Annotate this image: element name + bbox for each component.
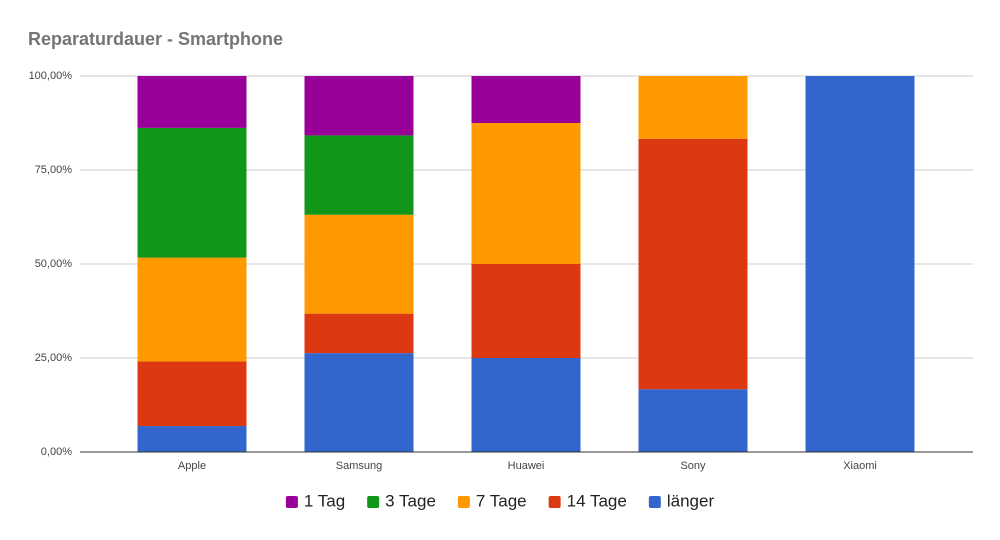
legend-swatch xyxy=(548,496,561,508)
chart-title: Reparaturdauer - Smartphone xyxy=(28,29,283,49)
bar-segment xyxy=(304,353,414,452)
legend-swatch xyxy=(457,496,470,508)
x-tick-label: Sony xyxy=(680,460,706,472)
bar-segment xyxy=(304,313,414,354)
legend-swatch xyxy=(285,496,298,508)
legend-label: länger xyxy=(667,491,715,510)
x-tick-label: Huawei xyxy=(508,460,545,472)
y-tick-label: 25,00% xyxy=(35,352,73,364)
bar-segment xyxy=(137,76,247,128)
bar-segment xyxy=(304,76,414,136)
bar-segment xyxy=(805,76,915,452)
y-tick-label: 50,00% xyxy=(35,258,73,270)
bar-segment xyxy=(137,361,247,427)
bar-segment xyxy=(304,135,414,215)
y-tick-label: 100,00% xyxy=(29,70,73,82)
bar-segment xyxy=(137,426,247,452)
legend-swatch xyxy=(367,496,380,508)
legend-swatch xyxy=(648,496,661,508)
bar-segment xyxy=(638,76,748,139)
bar-segment xyxy=(471,358,581,452)
x-tick-label: Xiaomi xyxy=(843,460,877,472)
legend-label: 7 Tage xyxy=(476,491,527,510)
bar-segment xyxy=(638,138,748,390)
x-tick-label: Samsung xyxy=(336,460,382,472)
legend-label: 1 Tag xyxy=(304,491,345,510)
bar-segment xyxy=(137,127,247,258)
bar-segment xyxy=(471,123,581,264)
legend-label: 3 Tage xyxy=(385,491,436,510)
y-tick-label: 75,00% xyxy=(35,164,73,176)
bar-segment xyxy=(137,257,247,362)
x-tick-label: Apple xyxy=(178,460,206,472)
bar-segment xyxy=(471,76,581,123)
y-tick-label: 0,00% xyxy=(41,446,72,458)
legend-label: 14 Tage xyxy=(567,491,627,510)
bar-segment xyxy=(471,264,581,358)
bar-segment xyxy=(304,214,414,314)
bar-segment xyxy=(638,389,748,452)
